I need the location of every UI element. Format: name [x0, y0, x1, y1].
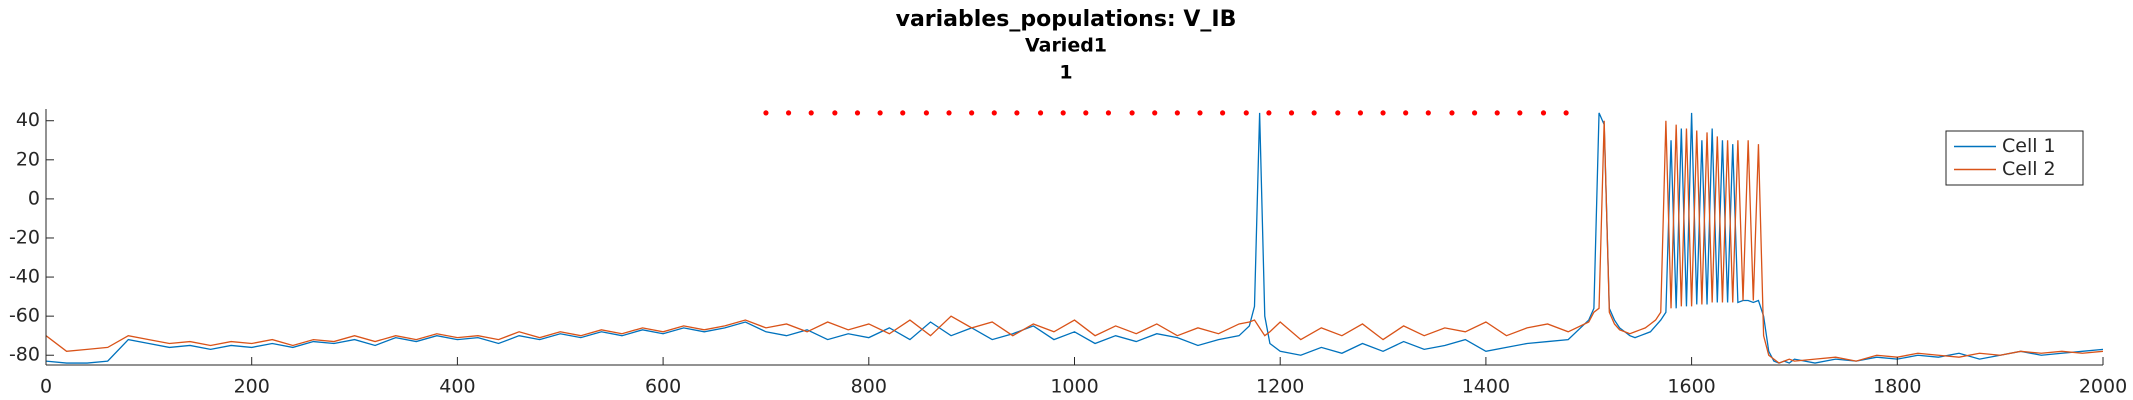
marker-dot [923, 110, 929, 116]
marker-dot [1380, 110, 1386, 116]
marker-dot [1425, 110, 1431, 116]
marker-dot [1220, 110, 1226, 116]
legend-label: Cell 2 [2002, 158, 2056, 180]
marker-dot [1494, 110, 1500, 116]
marker-dot [1403, 110, 1409, 116]
marker-dot [991, 110, 997, 116]
marker-dot [1014, 110, 1020, 116]
x-tick-label: 400 [439, 376, 475, 398]
marker-dot [1060, 110, 1066, 116]
x-tick-label: 1600 [1667, 376, 1715, 398]
marker-dot [1471, 110, 1478, 116]
marker-dot [1174, 110, 1180, 116]
marker-dot [1311, 110, 1317, 116]
x-tick-label: 600 [645, 376, 681, 398]
chart-title: variables_populations: V_IB [896, 7, 1237, 32]
marker-dot [763, 110, 769, 116]
marker-dot [1243, 110, 1249, 116]
marker-dot [900, 110, 906, 116]
marker-dot [1266, 110, 1272, 116]
marker-dot [785, 110, 792, 116]
marker-dot [946, 110, 952, 116]
marker-dot [1037, 110, 1044, 116]
marker-dot [1540, 110, 1547, 116]
series-line [46, 120, 2103, 364]
x-tick-label: 0 [40, 376, 52, 398]
marker-dot [1288, 110, 1295, 116]
marker-dot [877, 110, 883, 116]
legend-label: Cell 1 [2002, 135, 2056, 157]
marker-dot [808, 110, 814, 116]
marker-dot [1129, 110, 1135, 116]
marker-dot [854, 110, 861, 116]
marker-dot [969, 110, 975, 116]
x-tick-label: 2000 [2079, 376, 2127, 398]
x-tick-label: 200 [234, 376, 270, 398]
series-line [46, 112, 2103, 364]
x-tick-label: 1200 [1256, 376, 1304, 398]
marker-dot [1357, 110, 1364, 116]
marker-dot [1517, 110, 1523, 116]
marker-dot [1197, 110, 1203, 116]
y-tick-label: -60 [9, 305, 40, 327]
y-tick-label: 20 [16, 148, 40, 170]
x-tick-label: 800 [851, 376, 887, 398]
x-tick-label: 1000 [1050, 376, 1098, 398]
plot-area [46, 110, 2103, 364]
x-tick-label: 1400 [1462, 376, 1510, 398]
marker-dot [1083, 110, 1089, 116]
legend-box [1945, 130, 2084, 186]
x-tick-label: 1800 [1873, 376, 1921, 398]
y-tick-label: -40 [9, 266, 40, 288]
y-tick-label: -80 [9, 344, 40, 366]
chart-subtitle: 1 [1059, 62, 1072, 84]
marker-dot [1105, 110, 1112, 116]
chart-subtitle: Varied1 [1025, 35, 1107, 57]
marker-dot [1563, 110, 1569, 116]
marker-dot [1152, 110, 1158, 116]
y-tick-label: 40 [16, 109, 40, 131]
marker-dot [1449, 110, 1455, 116]
marker-dot [1335, 110, 1341, 116]
y-tick-label: -20 [9, 226, 40, 248]
y-tick-label: 0 [28, 187, 40, 209]
marker-dot [832, 110, 838, 116]
